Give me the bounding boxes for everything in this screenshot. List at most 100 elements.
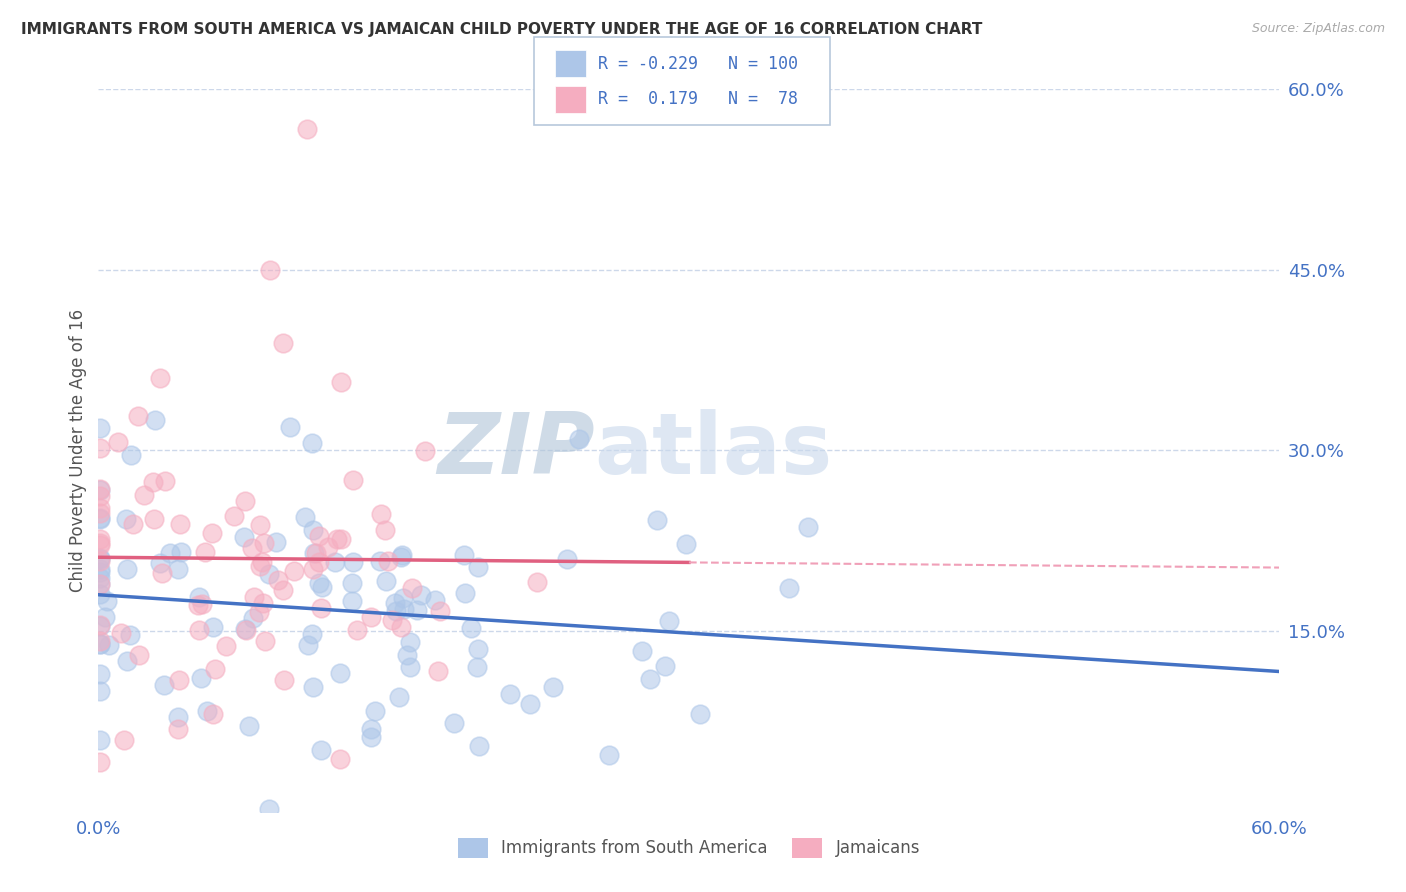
Text: ZIP: ZIP — [437, 409, 595, 492]
Point — [250, 555, 273, 569]
Point — [89, 442, 111, 456]
Point — [468, 739, 491, 754]
Point — [429, 604, 451, 618]
Point — [112, 732, 135, 747]
Point — [89, 634, 111, 648]
Point — [142, 475, 165, 489]
Point — [120, 448, 142, 462]
Point — [427, 665, 450, 679]
Point — [308, 576, 330, 591]
Point — [398, 635, 420, 649]
Point — [654, 659, 676, 673]
Point — [467, 641, 489, 656]
Point — [330, 532, 353, 546]
Point — [240, 541, 263, 555]
Point — [89, 554, 111, 568]
Point — [232, 530, 254, 544]
Point — [454, 586, 477, 600]
Point — [188, 623, 211, 637]
Point — [302, 523, 325, 537]
Point — [297, 638, 319, 652]
Point — [675, 537, 697, 551]
Point — [460, 621, 482, 635]
Point — [413, 443, 436, 458]
Point — [278, 419, 301, 434]
Point — [166, 562, 188, 576]
Point — [89, 483, 111, 497]
Text: atlas: atlas — [595, 409, 832, 492]
Point — [273, 673, 295, 688]
Point — [167, 709, 190, 723]
Point — [295, 122, 318, 136]
Point — [647, 513, 669, 527]
Point — [89, 618, 111, 632]
Point — [94, 610, 117, 624]
Point — [252, 596, 274, 610]
Point — [89, 619, 111, 633]
Point — [249, 517, 271, 532]
Text: R =  0.179   N =  78: R = 0.179 N = 78 — [598, 90, 797, 108]
Point — [360, 722, 382, 736]
Point — [259, 802, 281, 816]
Point — [266, 573, 288, 587]
Point — [323, 555, 346, 569]
Point — [443, 715, 465, 730]
Point — [368, 554, 391, 568]
Point — [89, 538, 111, 552]
Point — [401, 581, 423, 595]
Point — [360, 730, 382, 744]
Point — [308, 529, 330, 543]
Point — [301, 680, 323, 694]
Point — [89, 512, 111, 526]
Point — [89, 577, 111, 591]
Point — [115, 511, 138, 525]
Point — [89, 501, 111, 516]
Point — [370, 508, 392, 522]
Point — [122, 516, 145, 531]
Point — [187, 590, 209, 604]
Point — [201, 619, 224, 633]
Point — [305, 546, 328, 560]
Point — [89, 533, 111, 547]
Point — [465, 660, 488, 674]
Point — [423, 593, 446, 607]
Point — [316, 540, 339, 554]
Point — [142, 512, 165, 526]
Point — [89, 565, 111, 579]
Point — [302, 562, 325, 576]
Point — [399, 660, 422, 674]
Point — [115, 655, 138, 669]
Point — [342, 555, 364, 569]
Point — [89, 733, 111, 747]
Point — [222, 508, 245, 523]
Point — [519, 697, 541, 711]
Point — [467, 560, 489, 574]
Point — [689, 707, 711, 722]
Point — [259, 567, 281, 582]
Point — [127, 409, 149, 423]
Point — [233, 623, 256, 637]
Point — [374, 574, 396, 588]
Point — [453, 548, 475, 562]
Point — [238, 719, 260, 733]
Point — [253, 536, 276, 550]
Point — [557, 552, 579, 566]
Point — [149, 371, 172, 385]
Point — [96, 594, 118, 608]
Point — [311, 580, 333, 594]
Point — [233, 493, 256, 508]
Point — [384, 596, 406, 610]
Point — [392, 602, 415, 616]
Point — [247, 605, 270, 619]
Point — [329, 665, 352, 680]
Point — [89, 571, 111, 585]
Point — [395, 648, 418, 662]
Point — [598, 747, 620, 762]
Point — [89, 511, 111, 525]
Point — [89, 551, 111, 566]
Point — [89, 577, 111, 591]
Point — [149, 556, 172, 570]
Point — [264, 534, 287, 549]
Point — [187, 598, 209, 612]
Point — [308, 555, 330, 569]
